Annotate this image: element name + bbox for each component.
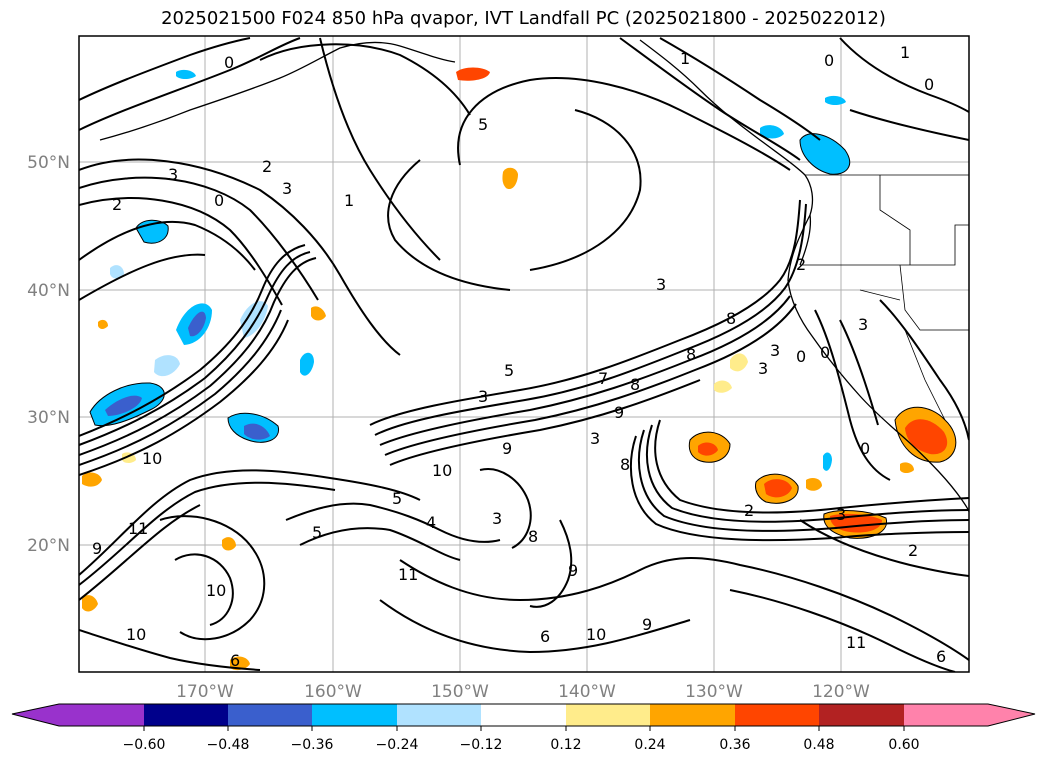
contour-label: 3 (836, 505, 846, 524)
contour-label: 9 (642, 615, 652, 634)
contour-label: 10 (126, 625, 146, 644)
colorbar-segment (228, 704, 313, 726)
contour-label: 2 (744, 501, 754, 520)
lat-label-40n: 40°N (27, 281, 70, 301)
contour-label: 7 (598, 369, 608, 388)
contour-label: 0 (860, 439, 870, 458)
lon-label-130w: 130°W (685, 682, 743, 702)
colorbar-extend-low (12, 704, 59, 726)
lon-label-120w: 120°W (812, 682, 870, 702)
map-panel (78, 35, 970, 673)
contour-label: 3 (282, 179, 292, 198)
contour-label: 9 (614, 403, 624, 422)
state-borders (800, 174, 969, 421)
colorbar-tick-label: −0.36 (291, 737, 334, 753)
contour-label: 0 (820, 343, 830, 362)
contour-label: 3 (656, 275, 666, 294)
contour-label: 9 (92, 539, 102, 558)
lon-label-150w: 150°W (431, 682, 489, 702)
colorbar-tick-label: 0.48 (803, 737, 834, 753)
colorbar-segment (312, 704, 397, 726)
contour-label: 9 (502, 439, 512, 458)
gridlines (79, 36, 969, 672)
contour-label: 1 (344, 191, 354, 210)
contour-label: 5 (504, 361, 514, 380)
colorbar-tick-label: 0.12 (550, 737, 581, 753)
contour-label: 8 (620, 455, 630, 474)
contour-label: 3 (590, 429, 600, 448)
contour-label: 3 (168, 165, 178, 184)
colorbar-segment (397, 704, 482, 726)
contour-label: 8 (528, 527, 538, 546)
contour-label: 5 (478, 115, 488, 134)
contour-label: 2 (908, 541, 918, 560)
colorbar-segment (144, 704, 229, 726)
contour-label: 0 (214, 191, 224, 210)
longitude-labels: 170°W 160°W 150°W 140°W 130°W 120°W (176, 682, 870, 702)
contour-label: 8 (726, 309, 736, 328)
colorbar-segment (819, 704, 904, 726)
colorbar-segment (650, 704, 735, 726)
colorbar-tick-label: −0.12 (460, 737, 503, 753)
contour-label: 2 (796, 255, 806, 274)
contour-label: 2 (112, 195, 122, 214)
colorbar-segment (904, 704, 988, 726)
colorbar: −0.60 −0.48 −0.36 −0.24 −0.12 0.12 0.24 … (11, 703, 1036, 753)
contour-label: 3 (758, 359, 768, 378)
colorbar-tick-label: −0.24 (376, 737, 419, 753)
coastlines (99, 39, 969, 513)
contour-label: 3 (492, 509, 502, 528)
contour-label: 6 (230, 651, 240, 670)
ivt-contour-lines (79, 37, 969, 672)
contour-label: 6 (540, 627, 550, 646)
colorbar-extend-high (988, 704, 1035, 726)
contour-label: 10 (432, 461, 452, 480)
lon-label-140w: 140°W (558, 682, 616, 702)
lon-label-160w: 160°W (304, 682, 362, 702)
colorbar-tick-label: 0.24 (634, 737, 665, 753)
contour-label: 3 (478, 387, 488, 406)
contour-label: 8 (630, 375, 640, 394)
colorbar-tick-label: −0.60 (123, 737, 166, 753)
lat-label-50n: 50°N (27, 153, 70, 173)
colorbar-segment (735, 704, 820, 726)
contour-label: 11 (846, 633, 866, 652)
contour-label: 0 (924, 75, 934, 94)
contour-label: 1 (680, 49, 690, 68)
contour-label: 4 (426, 513, 436, 532)
colorbar-tick-label: −0.48 (207, 737, 250, 753)
contour-label: 0 (796, 347, 806, 366)
qvapor-contour-outlines (89, 133, 957, 539)
colorbar-tick-label: 0.36 (719, 737, 750, 753)
map-frame (78, 35, 970, 673)
contour-label: 5 (392, 489, 402, 508)
contour-label: 11 (398, 565, 418, 584)
contour-label: 1 (900, 43, 910, 62)
contour-label: 0 (824, 51, 834, 70)
contour-label: 2 (262, 157, 272, 176)
contour-label: 8 (686, 345, 696, 364)
contour-label: 10 (142, 449, 162, 468)
colorbar-segment (59, 704, 144, 726)
contour-label: 0 (224, 53, 234, 72)
colorbar-tick-label: 0.60 (888, 737, 919, 753)
contour-label: 10 (586, 625, 606, 644)
contour-label: 3 (770, 341, 780, 360)
lat-label-30n: 30°N (27, 408, 70, 428)
qvapor-fill-patches (82, 67, 956, 671)
colorbar-segment (481, 704, 566, 726)
contour-label: 9 (568, 561, 578, 580)
lat-label-20n: 20°N (27, 536, 70, 556)
contour-label: 10 (206, 581, 226, 600)
lon-label-170w: 170°W (176, 682, 234, 702)
contour-label: 3 (858, 315, 868, 334)
map-title: 2025021500 F024 850 hPa qvapor, IVT Land… (161, 8, 886, 29)
contour-label: 6 (936, 647, 946, 666)
colorbar-segment (566, 704, 651, 726)
contour-labels: 0 2 3 1 0 2 3 1 5 1 0 0 2 3 3 8 8 5 8 3 … (92, 43, 946, 670)
contour-label: 5 (312, 523, 322, 542)
latitude-labels: 50°N 40°N 30°N 20°N (27, 153, 70, 556)
contour-label: 11 (128, 519, 148, 538)
